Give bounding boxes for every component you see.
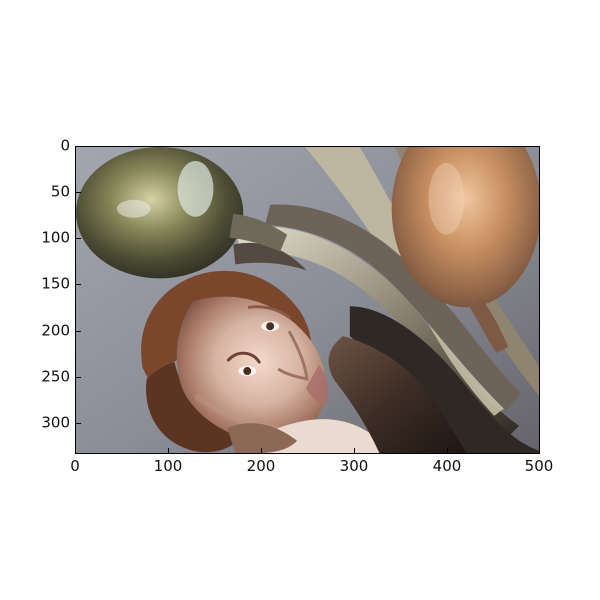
y-axis-tick-200 (75, 331, 81, 332)
portrait-photo (76, 147, 539, 453)
y-axis-tick-label-250: 250 (41, 367, 70, 386)
x-axis-tick-label-100: 100 (153, 457, 183, 475)
x-axis-tick-300 (354, 448, 355, 454)
x-axis-tick-label-0: 0 (70, 457, 80, 475)
image-axes (75, 146, 540, 454)
x-axis-tick-400 (447, 448, 448, 454)
x-axis-tick-0 (75, 448, 76, 454)
y-axis-tick-100 (75, 238, 81, 239)
y-axis-tick-label-200: 200 (41, 321, 70, 340)
y-axis-tick-50 (75, 192, 81, 193)
x-axis-tick-500 (539, 448, 540, 454)
x-axis-tick-label-500: 500 (524, 457, 554, 475)
y-axis-tick-label-150: 150 (41, 274, 70, 293)
x-axis-tick-label-200: 200 (246, 457, 276, 475)
x-axis-tick-label-400: 400 (432, 457, 462, 475)
y-axis-tick-label-100: 100 (41, 228, 70, 247)
y-axis-tick-label-300: 300 (41, 413, 70, 432)
y-axis-tick-300 (75, 423, 81, 424)
y-axis-tick-label-0: 0 (60, 136, 70, 155)
y-axis-tick-250 (75, 377, 81, 378)
y-axis-tick-150 (75, 284, 81, 285)
x-axis-tick-200 (261, 448, 262, 454)
y-axis-tick-label-50: 50 (50, 182, 70, 201)
x-axis-tick-label-300: 300 (339, 457, 369, 475)
y-axis-tick-0 (75, 146, 81, 147)
x-axis-tick-100 (168, 448, 169, 454)
